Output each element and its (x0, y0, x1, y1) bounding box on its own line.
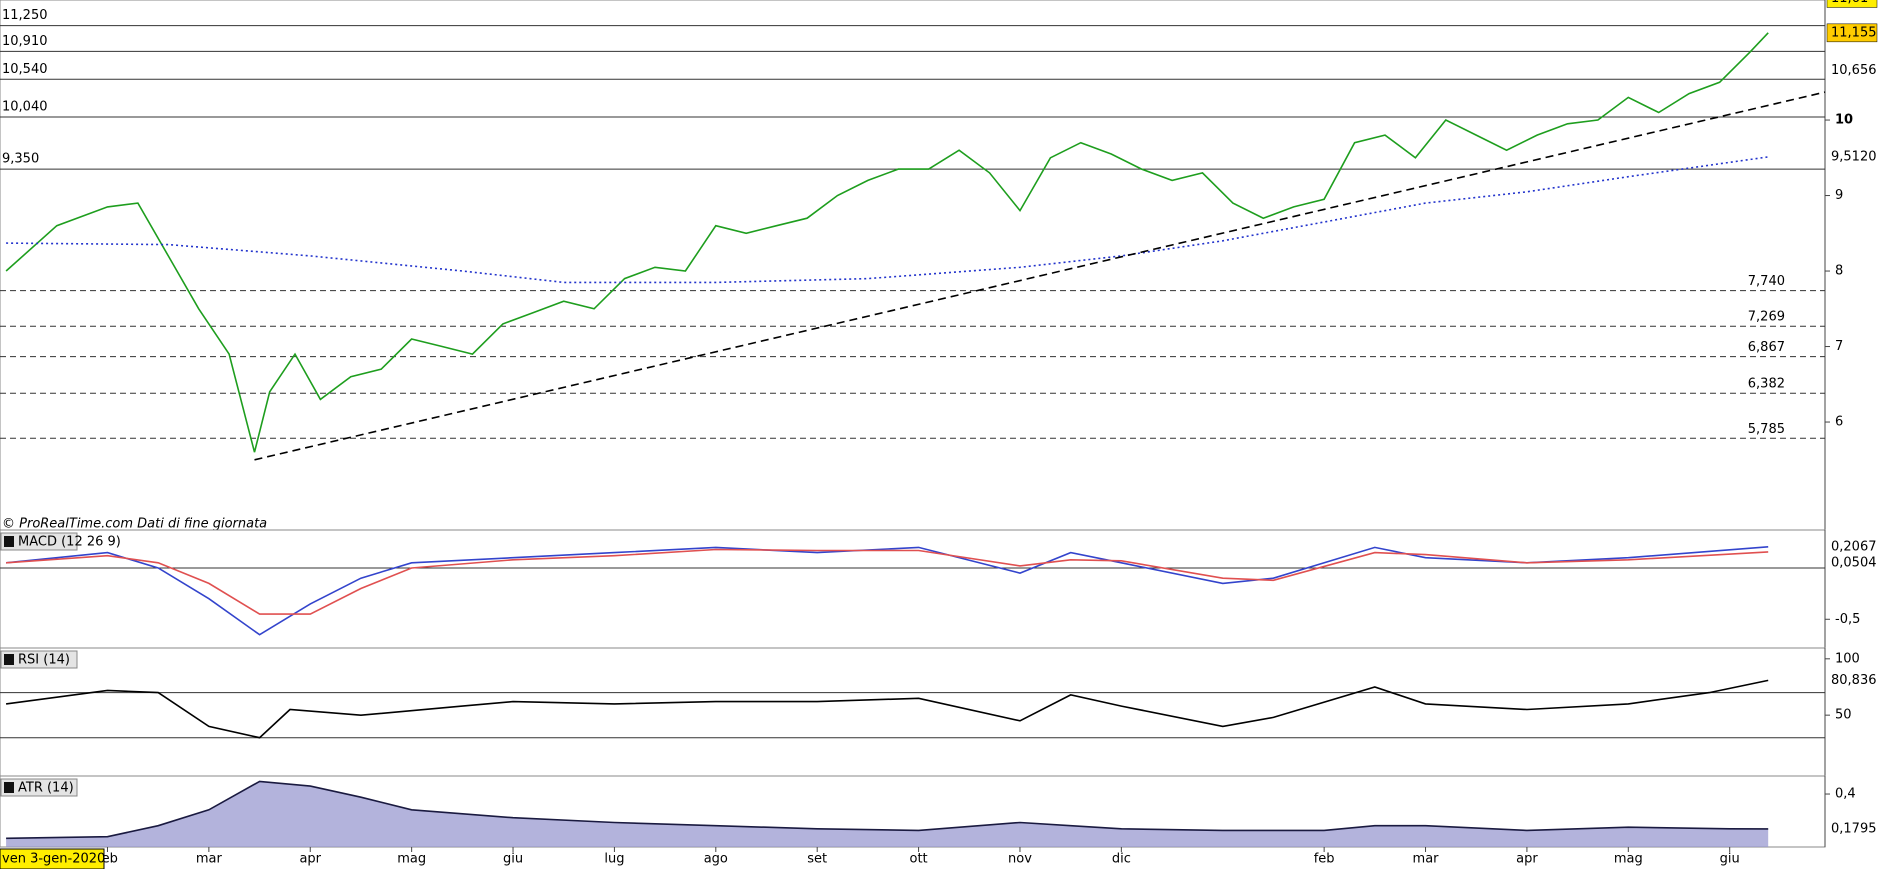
y-tick-label: 6 (1835, 415, 1843, 430)
level-label: 5,785 (1748, 422, 1785, 437)
level-label: 10,910 (2, 34, 48, 49)
price-tag (1827, 671, 1877, 690)
panel-title-box (0, 650, 78, 669)
annotation: © ProRealTime.com Dati di fine giornata (2, 517, 267, 532)
panel-title-icon (4, 654, 14, 665)
x-tick-label: apr (1516, 852, 1538, 867)
x-tick-label: nov (1008, 852, 1032, 867)
series-line (254, 91, 1826, 461)
y-tick-label: 10 (1835, 113, 1853, 128)
price-tag-label: 80,836 (1831, 673, 1877, 688)
price-tag-label: 10,656 (1831, 63, 1877, 78)
level-label: 7,740 (1748, 274, 1785, 289)
price-tag-label: 9,5120 (1831, 149, 1877, 164)
x-tick-label: ago (704, 852, 728, 867)
panel-title-icon (4, 536, 14, 547)
level-label: 7,269 (1748, 310, 1785, 325)
date-box (0, 848, 105, 869)
y-tick-label: 7 (1835, 339, 1843, 354)
y-tick-label: 9 (1835, 188, 1843, 203)
panel-title: MACD (12 26 9) (18, 535, 121, 550)
price-tag-label: 0,2067 (1831, 539, 1877, 554)
price-tag-label: 11,61 (1831, 0, 1868, 6)
price-tag-label: 11,155 (1831, 25, 1877, 40)
series-line (6, 780, 1769, 840)
price-tag (1827, 61, 1877, 80)
panel-title-box (0, 532, 78, 551)
price-tag-label: 0,0504 (1831, 555, 1877, 570)
price-tag (1827, 819, 1877, 838)
price-tag (1827, 553, 1877, 572)
x-tick-label: mag (1614, 852, 1643, 867)
series-line (5, 32, 1769, 453)
x-tick-label: mar (196, 852, 223, 867)
panel-title-box (0, 778, 78, 797)
series-line (6, 548, 1769, 615)
x-tick-label: set (807, 852, 827, 867)
level-label: 10,540 (2, 62, 48, 77)
x-tick-label: feb (1314, 852, 1335, 867)
panel-title: ATR (14) (18, 781, 74, 796)
y-tick-label: 8 (1835, 264, 1843, 279)
date-label: ven 3-gen-2020 (2, 852, 105, 867)
level-label: 6,867 (1748, 340, 1785, 355)
x-tick-label: lug (604, 852, 624, 867)
series-line (6, 546, 1769, 636)
y-tick-label: 100 (1835, 651, 1860, 666)
y-tick-label: -0,5 (1835, 612, 1860, 627)
price-tag (1827, 147, 1877, 166)
x-tick-label: giu (503, 852, 523, 867)
series-line (6, 156, 1769, 284)
level-label: 6,382 (1748, 377, 1785, 392)
panel-title-icon (4, 782, 14, 793)
x-tick-label: mag (397, 852, 426, 867)
y-tick-label: 50 (1835, 708, 1852, 723)
x-tick-label: ott (910, 852, 928, 867)
x-tick-label: mar (1413, 852, 1440, 867)
x-tick-label: giu (1720, 852, 1740, 867)
x-tick-label: dic (1112, 852, 1131, 867)
price-tag (1826, 23, 1878, 43)
level-label: 9,350 (2, 152, 39, 167)
price-tag-label: 0,1795 (1831, 821, 1877, 836)
x-tick-label: apr (299, 852, 321, 867)
y-tick-label: 0,4 (1835, 787, 1856, 802)
panel-title: RSI (14) (18, 653, 70, 668)
series-line (5, 679, 1769, 739)
level-label: 10,040 (2, 100, 48, 115)
price-tag (1827, 537, 1877, 556)
price-tag (1826, 0, 1878, 8)
level-label: 11,250 (2, 8, 48, 23)
